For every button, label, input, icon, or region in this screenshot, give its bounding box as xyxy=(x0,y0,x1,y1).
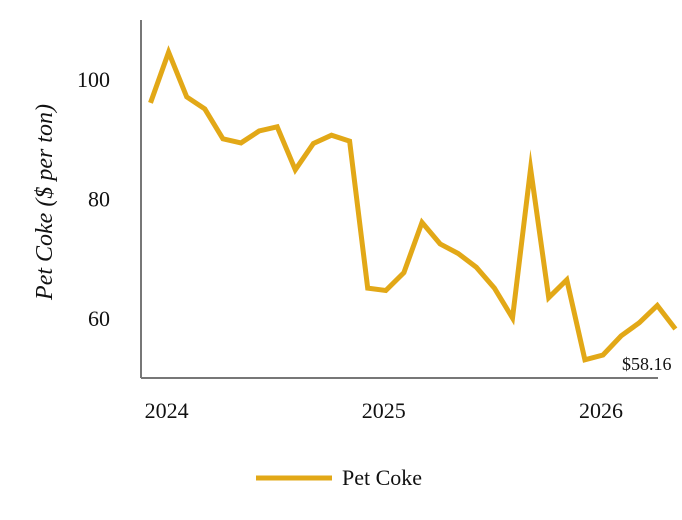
x-tick-label: 2024 xyxy=(145,398,189,423)
x-tick-labels: 2024 2025 2026 xyxy=(145,398,623,423)
y-tick-labels: 60 80 100 xyxy=(77,67,110,331)
legend-label-pet-coke: Pet Coke xyxy=(342,465,422,490)
y-tick-label: 100 xyxy=(77,67,110,92)
y-tick-label: 60 xyxy=(88,306,110,331)
y-axis-label: Pet Coke ($ per ton) xyxy=(32,104,58,301)
x-tick-label: 2025 xyxy=(362,398,406,423)
x-tick-label: 2026 xyxy=(579,398,623,423)
end-value-label: $58.16 xyxy=(622,354,672,374)
series-layer xyxy=(148,45,678,363)
legend: Pet Coke xyxy=(256,465,422,490)
y-tick-label: 80 xyxy=(88,187,110,212)
series-line-pet-coke xyxy=(148,45,678,363)
